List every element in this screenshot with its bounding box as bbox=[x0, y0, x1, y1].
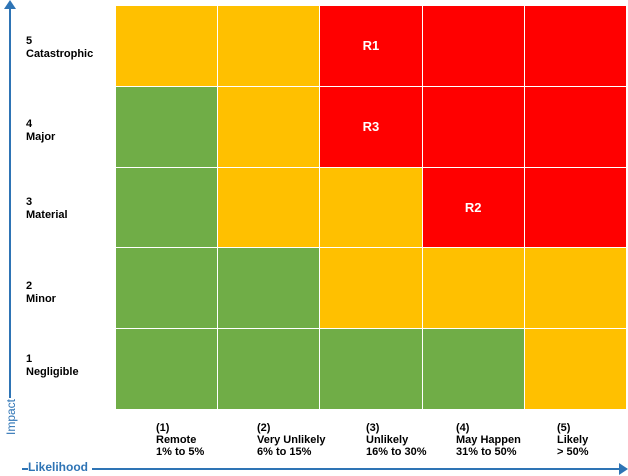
impact-level-number: 2 bbox=[26, 280, 33, 292]
matrix-cell bbox=[422, 329, 525, 410]
impact-level-name: Negligible bbox=[26, 366, 79, 378]
impact-level-number: 1 bbox=[26, 353, 33, 365]
risk-matrix-grid: R1 R3 R2 bbox=[116, 6, 627, 410]
likelihood-level-range: 31% to 50% bbox=[456, 446, 517, 458]
matrix-cell bbox=[116, 329, 219, 410]
matrix-cell bbox=[218, 329, 321, 410]
likelihood-level-number: (3) bbox=[366, 422, 380, 434]
matrix-cell bbox=[320, 329, 423, 410]
risk-marker-label: R1 bbox=[362, 38, 380, 54]
impact-axis-title: Impact bbox=[4, 399, 18, 436]
likelihood-level-2: (2) Very Unlikely 6% to 15% bbox=[257, 422, 326, 458]
matrix-cell bbox=[218, 167, 321, 249]
matrix-cell bbox=[524, 86, 627, 168]
matrix-cell bbox=[524, 6, 627, 87]
likelihood-level-number: (1) bbox=[156, 422, 170, 434]
matrix-cell bbox=[218, 248, 321, 330]
impact-level-1: 1 Negligible bbox=[26, 353, 79, 379]
matrix-cell bbox=[218, 6, 321, 87]
likelihood-level-name: Unlikely bbox=[366, 434, 409, 446]
likelihood-level-4: (4) May Happen 31% to 50% bbox=[456, 422, 521, 458]
matrix-cell bbox=[218, 86, 321, 168]
likelihood-level-range: 1% to 5% bbox=[156, 446, 205, 458]
matrix-cell bbox=[116, 248, 219, 330]
impact-level-4: 4 Major bbox=[26, 118, 55, 144]
matrix-cell bbox=[422, 86, 525, 168]
matrix-cell: R3 bbox=[320, 86, 423, 168]
likelihood-level-range: 6% to 15% bbox=[257, 446, 312, 458]
likelihood-level-name: Very Unlikely bbox=[257, 434, 326, 446]
likelihood-axis-title: Likelihood bbox=[28, 460, 92, 474]
matrix-cell bbox=[524, 329, 627, 410]
impact-level-name: Minor bbox=[26, 293, 56, 305]
matrix-cell bbox=[422, 6, 525, 87]
likelihood-level-number: (5) bbox=[557, 422, 571, 434]
impact-level-5: 5 Catastrophic bbox=[26, 35, 93, 61]
matrix-cell bbox=[524, 167, 627, 249]
likelihood-level-5: (5) Likely > 50% bbox=[557, 422, 589, 458]
matrix-cell bbox=[422, 248, 525, 330]
impact-level-2: 2 Minor bbox=[26, 280, 56, 306]
likelihood-level-name: Remote bbox=[156, 434, 197, 446]
likelihood-level-3: (3) Unlikely 16% to 30% bbox=[366, 422, 427, 458]
matrix-cell bbox=[320, 248, 423, 330]
likelihood-axis-arrow bbox=[22, 463, 628, 475]
matrix-cell bbox=[524, 248, 627, 330]
risk-marker-label: R3 bbox=[362, 119, 380, 135]
impact-level-number: 5 bbox=[26, 35, 33, 47]
impact-level-name: Material bbox=[26, 209, 68, 221]
impact-level-number: 3 bbox=[26, 196, 33, 208]
impact-level-name: Catastrophic bbox=[26, 48, 94, 60]
impact-axis-arrow bbox=[4, 0, 16, 398]
matrix-cell bbox=[116, 167, 219, 249]
matrix-cell bbox=[116, 86, 219, 168]
matrix-cell bbox=[116, 6, 219, 87]
likelihood-level-1: (1) Remote 1% to 5% bbox=[156, 422, 204, 458]
likelihood-level-name: Likely bbox=[557, 434, 589, 446]
matrix-cell: R1 bbox=[320, 6, 423, 87]
matrix-cell bbox=[320, 167, 423, 249]
impact-level-3: 3 Material bbox=[26, 196, 68, 222]
likelihood-level-range: 16% to 30% bbox=[366, 446, 427, 458]
risk-marker-label: R2 bbox=[464, 199, 482, 215]
impact-level-number: 4 bbox=[26, 118, 33, 130]
likelihood-level-number: (4) bbox=[456, 422, 470, 434]
matrix-cell: R2 bbox=[422, 167, 525, 249]
impact-level-name: Major bbox=[26, 131, 56, 143]
likelihood-level-name: May Happen bbox=[456, 434, 521, 446]
likelihood-level-number: (2) bbox=[257, 422, 271, 434]
likelihood-level-range: > 50% bbox=[557, 446, 589, 458]
